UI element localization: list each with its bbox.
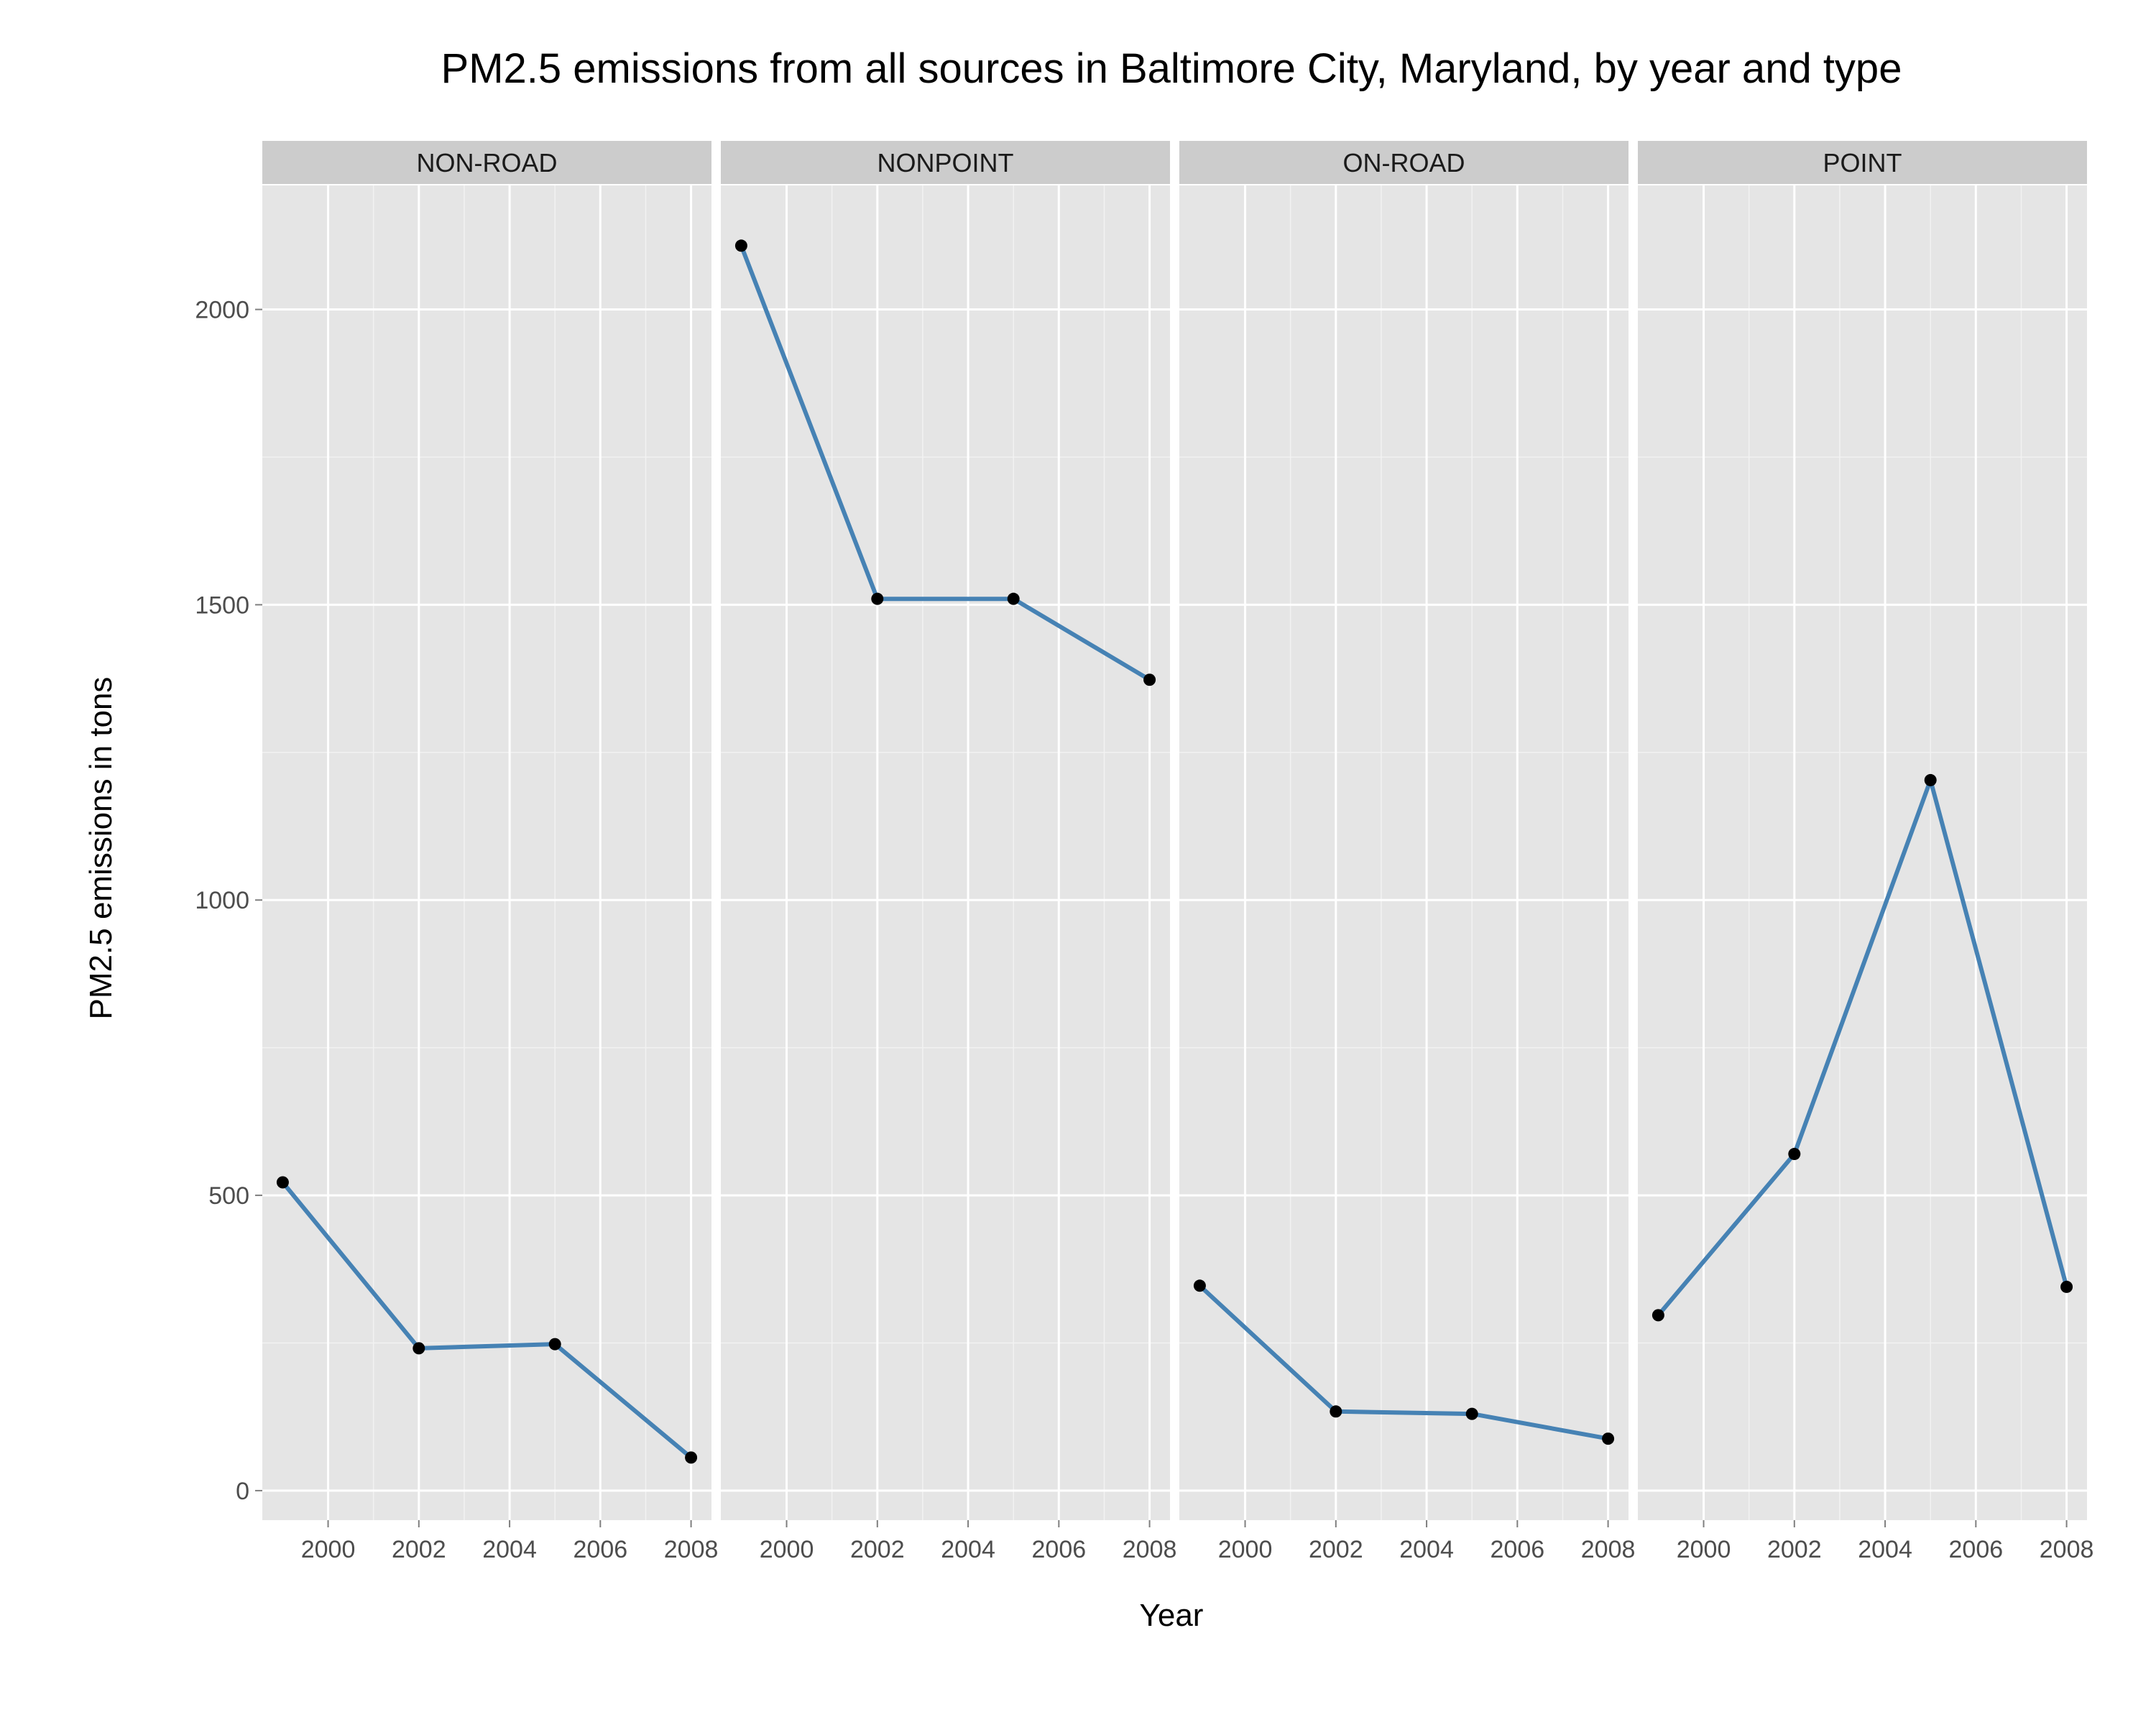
data-point <box>1465 1407 1478 1420</box>
x-tick-label: 2004 <box>941 1536 995 1563</box>
facet-strip-label: NONPOINT <box>877 148 1013 178</box>
data-point <box>1924 773 1937 786</box>
data-point <box>734 239 747 252</box>
x-tick-label: 2000 <box>1677 1536 1731 1563</box>
x-tick-label: 2002 <box>392 1536 446 1563</box>
x-tick-label: 2004 <box>1399 1536 1454 1563</box>
x-tick-label: 2002 <box>1309 1536 1363 1563</box>
y-tick-label: 0 <box>236 1478 249 1505</box>
x-tick-label: 2008 <box>1123 1536 1177 1563</box>
x-tick-label: 2000 <box>301 1536 356 1563</box>
x-axis-title: Year <box>1140 1598 1204 1633</box>
data-point <box>1602 1432 1615 1445</box>
panel-background <box>721 185 1170 1520</box>
facet-strip <box>1638 141 2087 184</box>
facet-strip <box>1179 141 1628 184</box>
panel-background <box>262 185 711 1520</box>
series-line <box>1656 778 2069 1317</box>
data-point <box>1193 1279 1206 1292</box>
facet-panel-on-road: ON-ROAD 2000 2002 2004 2006 2008 <box>1179 141 1635 1563</box>
data-point <box>1143 673 1156 686</box>
data-point <box>1788 1148 1801 1161</box>
chart-title: PM2.5 emissions from all sources in Balt… <box>441 45 1902 92</box>
data-point <box>413 1342 425 1355</box>
series-line <box>739 243 1152 682</box>
facet-strip-label: NON-ROAD <box>417 148 558 178</box>
x-tick-label: 2006 <box>1032 1536 1087 1563</box>
facet-strip <box>262 141 711 184</box>
panel-background <box>1638 185 2087 1520</box>
data-point <box>548 1338 561 1351</box>
facet-strip-label: ON-ROAD <box>1343 148 1465 178</box>
data-point <box>2060 1280 2073 1293</box>
x-tick-label: 2002 <box>850 1536 905 1563</box>
x-tick-label: 2002 <box>1767 1536 1822 1563</box>
facet-panel-nonpoint: NONPOINT 2000 2002 2004 2006 2008 <box>721 141 1176 1563</box>
facet-panels: NON-ROAD 2000 2002 2004 2006 2008 NONPOINT 2000… <box>262 141 2093 1563</box>
y-axis-title: PM2.5 emissions in tons <box>83 677 119 1020</box>
x-tick-label: 2006 <box>1491 1536 1545 1563</box>
x-tick-label: 2000 <box>760 1536 814 1563</box>
data-point <box>276 1176 289 1189</box>
y-tick-label: 1000 <box>195 887 249 914</box>
facet-strip <box>721 141 1170 184</box>
data-point <box>1330 1405 1342 1418</box>
x-tick-label: 2008 <box>2040 1536 2094 1563</box>
series-line <box>1197 1283 1611 1441</box>
data-point <box>871 592 884 605</box>
x-tick-label: 2004 <box>1858 1536 1912 1563</box>
x-tick-label: 2006 <box>1949 1536 2004 1563</box>
y-tick-label: 500 <box>208 1182 249 1210</box>
facet-strip-label: POINT <box>1823 148 1902 178</box>
x-tick-label: 2006 <box>573 1536 628 1563</box>
y-tick-label: 2000 <box>195 297 249 324</box>
x-tick-label: 2008 <box>664 1536 719 1563</box>
x-tick-label: 2008 <box>1581 1536 1636 1563</box>
x-tick-label: 2000 <box>1218 1536 1273 1563</box>
data-point <box>685 1451 698 1464</box>
facet-panel-point: POINT 2000 2002 2004 2006 2008 <box>1638 141 2093 1563</box>
facet-panel-non-road: NON-ROAD 2000 2002 2004 2006 2008 <box>262 141 718 1563</box>
y-axis: 0 500 1000 1500 2000 <box>195 297 262 1505</box>
data-point <box>1651 1309 1664 1322</box>
data-point <box>1007 592 1020 605</box>
series-line <box>280 1180 694 1460</box>
y-tick-label: 1500 <box>195 592 249 619</box>
x-tick-label: 2004 <box>482 1536 537 1563</box>
panel-background <box>1179 185 1628 1520</box>
